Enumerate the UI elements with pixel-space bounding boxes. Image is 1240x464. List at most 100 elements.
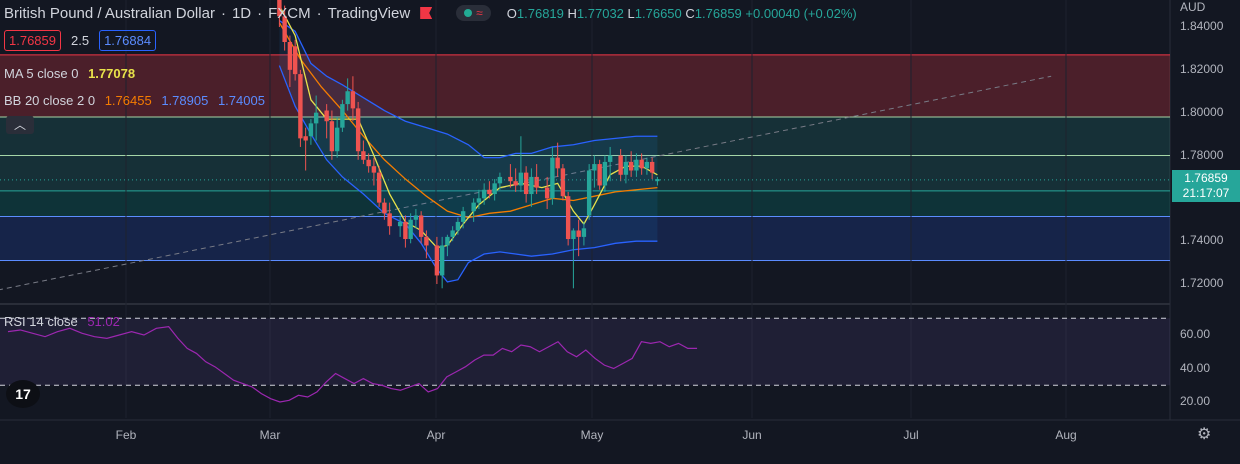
candle-body [387, 213, 392, 227]
candle-body [508, 176, 513, 182]
bb-upper-line [279, 20, 658, 159]
candle-body [634, 159, 639, 171]
candle-body [655, 179, 660, 182]
time-tick-label: Apr [426, 428, 446, 442]
time-tick-label: Jun [742, 428, 762, 442]
candle-body [308, 123, 314, 137]
rsi-tick-label: 60.00 [1180, 327, 1211, 341]
time-tick-label: May [580, 428, 604, 442]
high-label: H [567, 5, 577, 21]
candle-body [340, 104, 345, 128]
price-tick-label: 1.72000 [1180, 276, 1224, 290]
candle-body [450, 230, 455, 237]
separator: · [220, 4, 226, 22]
bb-label: BB 20 close 2 0 [4, 93, 96, 108]
symbol-title[interactable]: British Pound / Australian Dollar [4, 4, 215, 22]
candle-body [592, 164, 597, 171]
rsi-label: RSI 14 close [4, 314, 78, 329]
source-label: TradingView [327, 4, 411, 22]
candle-body [329, 121, 335, 152]
close-label: C [685, 5, 695, 21]
candle-body [397, 221, 403, 227]
close-value: 1.76859 [694, 5, 742, 21]
pane-divider [0, 303, 1170, 305]
open-label: O [506, 5, 517, 21]
price-tick-label: 1.78000 [1180, 147, 1224, 162]
rsi-band [0, 318, 1170, 386]
gear-icon[interactable]: ⚙ [1197, 426, 1212, 443]
candle-body [644, 161, 650, 169]
spread-value: 2.5 [71, 33, 90, 48]
bb-legend[interactable]: BB 20 close 2 0 1.76455 1.78905 1.74005 [4, 93, 271, 108]
time-tick-label: Mar [259, 428, 281, 442]
tradingview-logo-icon[interactable]: 17 [6, 380, 40, 408]
candle-body [424, 236, 429, 246]
bb-basis-value: 1.76455 [104, 93, 152, 108]
candle-body [413, 215, 419, 220]
time-tick-label: Feb [115, 428, 137, 442]
current-price-label: 1.76859 21:17:07 [1172, 170, 1240, 202]
buy-button[interactable]: 1.76884 [99, 30, 157, 51]
zone-band [0, 155, 1170, 191]
candle-body [571, 230, 576, 240]
candle-body [324, 110, 329, 122]
bb-fill [279, 20, 658, 282]
candle-body [576, 230, 581, 237]
change-value: +0.00040 (+0.02%) [745, 5, 857, 21]
candle-body [513, 181, 518, 186]
candle-body [439, 245, 445, 276]
bb-lower-value: 1.74005 [217, 93, 265, 108]
chart-header: British Pound / Australian Dollar · 1D ·… [4, 2, 857, 24]
candle-body [471, 202, 476, 212]
candle-body [565, 196, 571, 240]
candle-body [623, 161, 629, 175]
candle-body [586, 170, 592, 216]
flag-icon[interactable] [420, 7, 433, 19]
zone-band [0, 216, 1170, 261]
candle-body [607, 155, 613, 162]
axis-bg [1170, 0, 1240, 464]
rsi-legend[interactable]: RSI 14 close 51.02 [4, 314, 126, 329]
candle-body [345, 91, 350, 105]
candle-body [287, 41, 293, 70]
price-tick-label: 1.74000 [1180, 233, 1224, 248]
market-status-pill[interactable]: ≈ [456, 5, 491, 21]
rsi-line [7, 325, 698, 403]
rsi-value: 51.02 [87, 314, 120, 329]
bb-lower-line [278, 65, 658, 283]
trade-panel: 1.76859 2.5 1.76884 [4, 30, 157, 51]
interval-label[interactable]: 1D [231, 4, 252, 22]
ma-label: MA 5 close 0 [4, 66, 79, 81]
collapse-legend-button[interactable]: ︿ [6, 116, 34, 134]
candle-body [366, 159, 371, 167]
candle-body [649, 161, 655, 173]
price-tick-label: 1.80000 [1180, 104, 1224, 119]
sell-button[interactable]: 1.76859 [4, 30, 61, 51]
high-value: 1.77032 [576, 5, 624, 21]
candle-body [376, 172, 382, 203]
time-tick-label: Aug [1055, 428, 1077, 442]
candle-body [639, 159, 644, 169]
rsi-tick-label: 20.00 [1180, 394, 1211, 408]
candle-body [292, 46, 298, 75]
candle-body [313, 112, 319, 124]
ma-value: 1.77078 [88, 66, 136, 81]
candle-body [618, 155, 623, 175]
zone-band [0, 190, 1170, 217]
candle-body [408, 219, 413, 240]
candle-body [445, 236, 450, 246]
currency-label: AUD [1180, 0, 1206, 14]
ma-legend[interactable]: MA 5 close 0 1.77078 [4, 66, 141, 81]
open-value: 1.76819 [516, 5, 564, 21]
current-price-value: 1.76859 [1184, 171, 1228, 185]
candle-body [361, 151, 366, 160]
candle-body [550, 157, 555, 199]
candle-body [455, 221, 461, 231]
candle-body [334, 127, 340, 152]
candle-body [581, 228, 587, 237]
candle-body [560, 168, 566, 197]
low-label: L [627, 5, 635, 21]
candle-body [418, 215, 424, 237]
